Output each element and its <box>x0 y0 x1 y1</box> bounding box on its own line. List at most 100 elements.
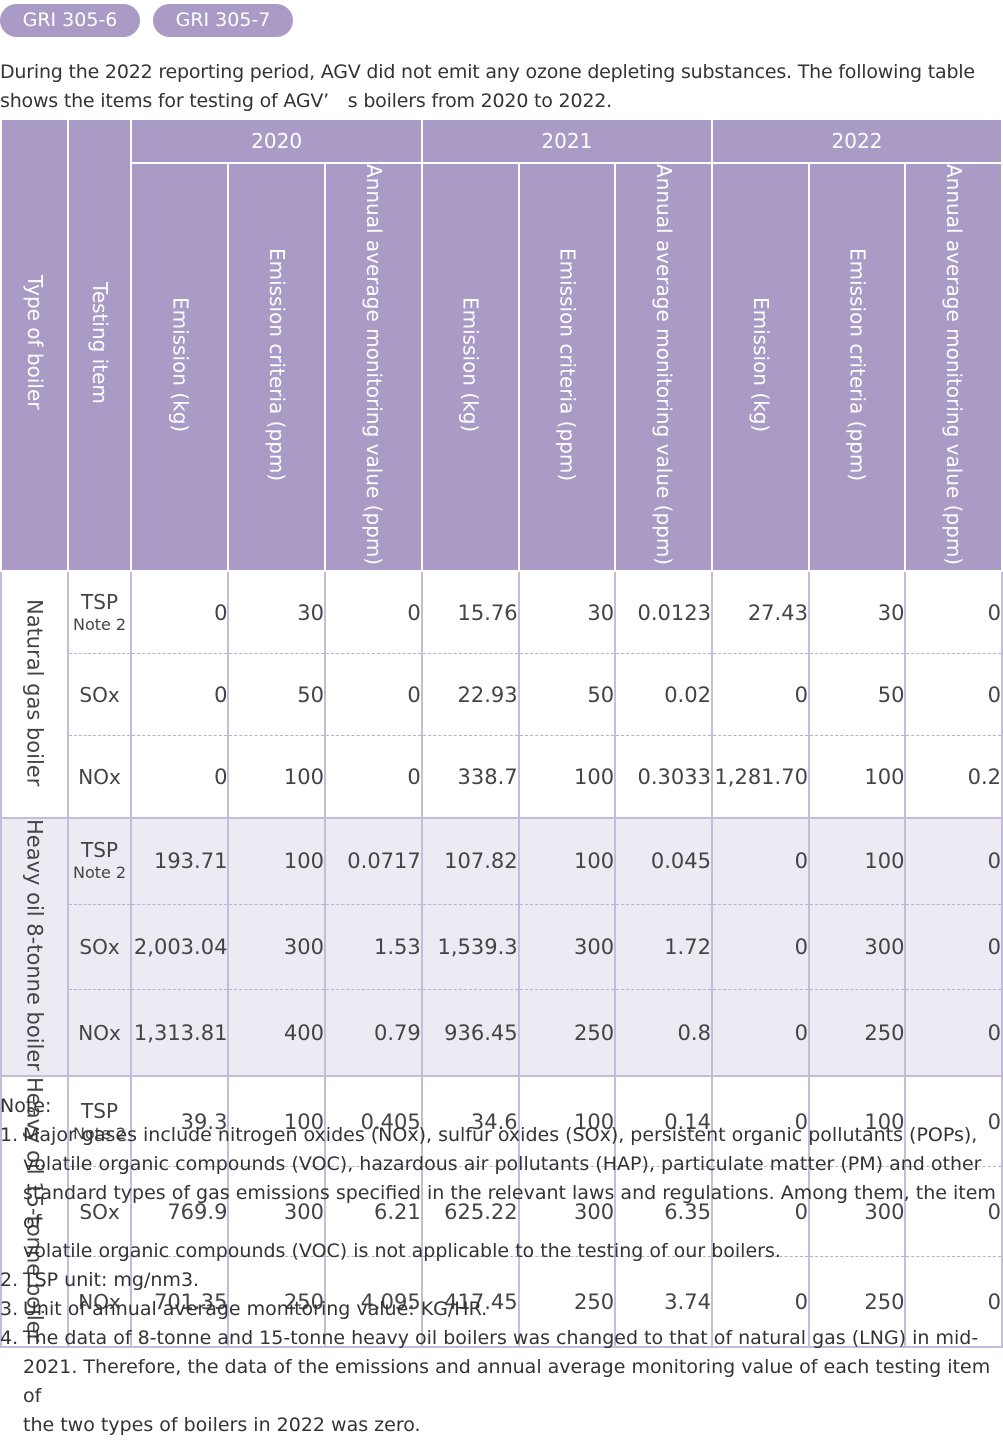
value-cell: 0 <box>710 653 810 736</box>
value-cell: 250 <box>517 1256 617 1349</box>
value-cell: 100 <box>517 735 617 820</box>
value-cell: 2,003.04 <box>130 903 230 990</box>
testing-item-label: NOx <box>78 764 121 789</box>
testing-item-cell: TSP Note 2 <box>66 1075 133 1167</box>
note-item: 2. TSP unit: mg/nm3. <box>0 1266 1003 1295</box>
value-cell: 338.7 <box>420 735 520 820</box>
note-number: 2. <box>0 1269 19 1291</box>
note-line: 2021. Therefore, the data of the emissio… <box>23 1356 991 1407</box>
value-cell: 15.76 <box>420 570 520 654</box>
value-cell: 0.79 <box>323 989 423 1078</box>
header-metric: Emission (kg) <box>130 161 230 573</box>
value-cell: 0.0717 <box>323 817 423 905</box>
value-cell: 6.21 <box>323 1166 423 1257</box>
header-label: Emission (kg) <box>168 296 193 433</box>
value-cell: 34.6 <box>420 1075 520 1167</box>
value-cell: 769.9 <box>130 1166 230 1257</box>
notes-list: 1. Major gases include nitrogen oxides (N… <box>0 1121 1003 1440</box>
value-cell: 250 <box>807 1256 907 1349</box>
table-row: NOx 1,313.81 400 0.79 936.45 250 0.8 0 250 0 <box>1 989 1003 1078</box>
header-metric: Annual average monitoring value (ppm) <box>614 161 713 573</box>
value-cell: 0.405 <box>323 1075 423 1167</box>
note-line: standard types of gas emissions specifie… <box>23 1182 996 1233</box>
value-cell: 1,281.70 <box>710 735 810 820</box>
value-cell: 100 <box>517 1075 617 1167</box>
testing-item-cell: SOx <box>66 903 133 990</box>
header-label: Emission criteria (ppm) <box>265 247 290 482</box>
intro-paragraph: During the 2022 reporting period, AGV di… <box>0 58 1003 116</box>
value-cell: 50 <box>227 653 326 736</box>
value-cell: 6.35 <box>614 1166 713 1257</box>
value-cell: 300 <box>807 1166 907 1257</box>
testing-item-cell: NOx <box>66 989 133 1078</box>
value-cell: 0 <box>904 903 1003 990</box>
note-number: 1. <box>0 1124 19 1146</box>
value-cell: 39.3 <box>130 1075 230 1167</box>
header-label: Emission (kg) <box>458 296 483 433</box>
table-row: Heavy oil 15-tonne boiler TSP Note 2 39.3 10… <box>0 1075 1003 1349</box>
value-cell: 936.45 <box>420 989 520 1078</box>
value-cell: 100 <box>807 1075 907 1167</box>
value-cell: 0 <box>130 653 230 736</box>
value-cell: 30 <box>517 570 617 654</box>
testing-item-note: Note 2 <box>72 863 127 883</box>
intro-line: shows the items for testing of AGV’ s bo… <box>0 90 612 112</box>
header-metric: Emission (kg) <box>710 161 810 573</box>
header-metric: Annual average monitoring value (ppm) <box>904 161 1003 573</box>
value-cell: 1,539.3 <box>420 903 520 990</box>
testing-item-label: SOx <box>79 935 120 960</box>
testing-item-label: SOx <box>79 682 120 707</box>
value-cell: 0.02 <box>614 653 713 736</box>
note-number: 4. <box>0 1327 19 1349</box>
header-label: Type of boiler <box>22 275 47 410</box>
testing-item-cell: TSP Note 2 <box>66 570 133 654</box>
table-row: Heavy oil 8-tonne boiler TSP Note 2 193.71 1… <box>0 817 1003 1078</box>
header-metric: Emission criteria (ppm) <box>227 161 326 573</box>
testing-item-label: TSP <box>81 838 119 863</box>
value-cell: 100 <box>227 735 326 820</box>
value-cell: 417.45 <box>420 1256 520 1349</box>
value-cell: 27.43 <box>710 570 810 654</box>
table-row: Natural gas boiler TSP Note 2 0 30 0 15.76 30 0.… <box>0 570 1003 820</box>
notes-section: Note: 1. Major gases include nitrogen oxi… <box>0 1092 1003 1440</box>
value-cell: 250 <box>807 989 907 1078</box>
header-metric: Emission (kg) <box>420 161 520 573</box>
value-cell: 0 <box>904 1256 1003 1349</box>
testing-item-note: Note 2 <box>72 1123 127 1143</box>
value-cell: 3.74 <box>614 1256 713 1349</box>
value-cell: 0 <box>904 570 1003 654</box>
table-row: NOx 0 100 0 338.7 100 0.3033 1,281.70 100 0.2 <box>1 735 1003 820</box>
header-label: Emission criteria (ppm) <box>845 247 870 482</box>
value-cell: 0 <box>710 989 810 1078</box>
value-cell: 1,313.81 <box>130 989 230 1078</box>
boiler-type-cell: Heavy oil 15-tonne boiler <box>0 1075 69 1349</box>
value-cell: 0 <box>130 735 230 820</box>
testing-item-cell: SOx <box>66 1166 133 1257</box>
value-cell: 0 <box>323 735 423 820</box>
header-label: Emission (kg) <box>748 296 773 433</box>
value-cell: 0 <box>904 653 1003 736</box>
header-metric: Emission criteria (ppm) <box>517 161 617 573</box>
testing-item-cell: TSP Note 2 <box>66 817 133 905</box>
value-cell: 22.93 <box>420 653 520 736</box>
header-row-years: Type of boiler Testing item 2020 2021 2022 <box>0 117 1003 573</box>
value-cell: 250 <box>227 1256 326 1349</box>
header-year-2020: 2020 <box>130 118 423 164</box>
boiler-type-cell: Natural gas boiler <box>0 570 69 820</box>
value-cell: 50 <box>807 653 907 736</box>
value-cell: 100 <box>227 1075 326 1167</box>
value-cell: 0 <box>904 1075 1003 1167</box>
note-line: the two types of boilers in 2022 was zer… <box>23 1414 421 1436</box>
value-cell: 0 <box>710 903 810 990</box>
header-label: Annual average monitoring value (ppm) <box>652 164 677 566</box>
value-cell: 100 <box>517 817 617 905</box>
note-line: volatile organic compounds (VOC) is not … <box>23 1240 781 1262</box>
value-cell: 0.3033 <box>614 735 713 820</box>
header-testing-item: Testing item <box>66 117 133 573</box>
testing-item-label: NOx <box>78 1289 121 1314</box>
value-cell: 300 <box>227 1166 326 1257</box>
header-label: Emission criteria (ppm) <box>555 247 580 482</box>
value-cell: 0 <box>323 653 423 736</box>
boiler-type-label: Heavy oil 8-tonne boiler <box>22 819 47 1072</box>
value-cell: 30 <box>807 570 907 654</box>
